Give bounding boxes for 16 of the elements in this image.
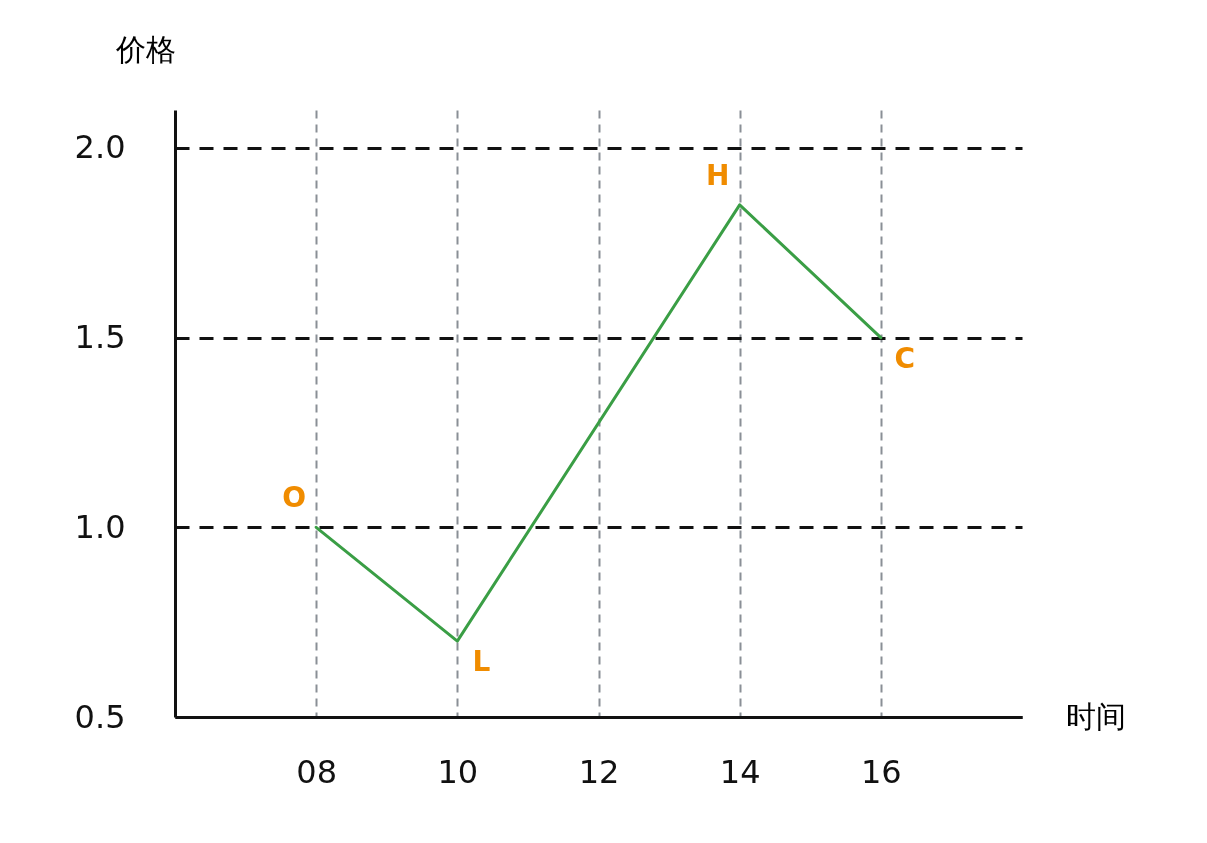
- annotation: O: [282, 481, 307, 515]
- x-tick-label: 10: [437, 752, 479, 791]
- y-tick-label: 1.5: [74, 318, 126, 357]
- x-tick-label: 08: [296, 752, 338, 791]
- y-tick-label: 0.5: [74, 697, 126, 736]
- x-axis-title: 时间: [1065, 698, 1126, 734]
- x-tick-label: 12: [578, 752, 620, 791]
- y-tick-label: 2.0: [74, 128, 126, 167]
- x-tick-label: 16: [860, 752, 902, 791]
- annotation: H: [705, 158, 730, 192]
- annotation: C: [894, 341, 916, 375]
- y-axis-title: 价格: [114, 31, 176, 67]
- line-series: [314, 203, 883, 643]
- annotation: L: [472, 645, 491, 679]
- x-tick-label: 14: [719, 752, 761, 791]
- y-tick-label: 1.0: [74, 507, 126, 546]
